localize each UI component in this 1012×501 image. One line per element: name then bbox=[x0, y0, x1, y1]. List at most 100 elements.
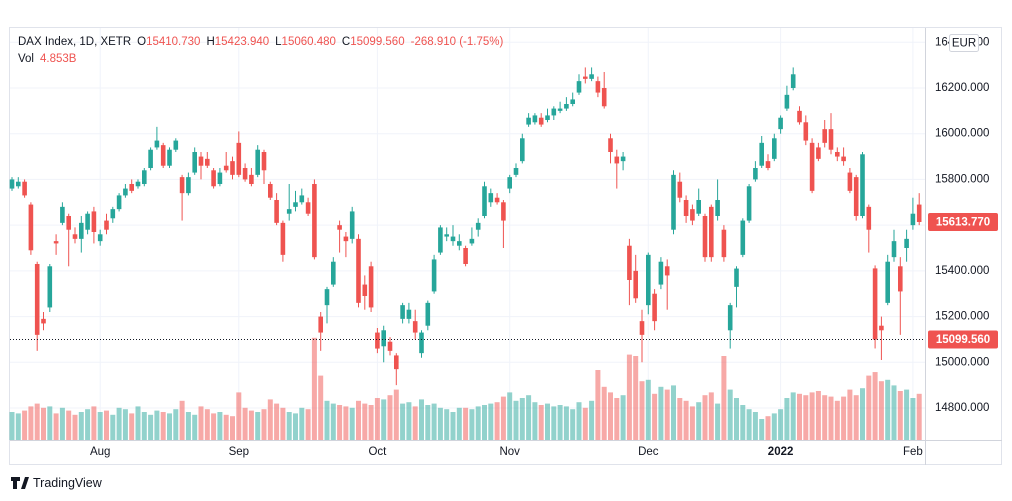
candle-body bbox=[646, 254, 651, 306]
candle-body bbox=[696, 200, 701, 214]
readout-value: 15410.730 bbox=[146, 36, 200, 48]
candle-body bbox=[154, 140, 160, 148]
volume-bar bbox=[557, 405, 563, 440]
volume-bar bbox=[185, 412, 191, 440]
candle-body bbox=[362, 284, 368, 296]
candle-body bbox=[551, 108, 557, 116]
candle-body bbox=[784, 94, 790, 109]
volume-bar bbox=[866, 375, 872, 440]
volume-bar bbox=[261, 409, 267, 440]
volume-bar bbox=[469, 409, 475, 440]
volume-bar bbox=[721, 356, 727, 440]
volume-bar bbox=[318, 375, 324, 440]
candle-body bbox=[576, 81, 582, 93]
candle-body bbox=[293, 202, 298, 207]
volume-bar bbox=[293, 413, 298, 440]
volume-pane bbox=[9, 337, 922, 440]
volume-bar bbox=[734, 398, 739, 440]
candle-body bbox=[324, 289, 330, 306]
candle-body bbox=[614, 156, 620, 164]
volume-bar bbox=[696, 402, 702, 440]
volume-bar bbox=[368, 405, 374, 440]
candle-body bbox=[463, 248, 468, 264]
candle-body bbox=[488, 193, 494, 203]
candle-body bbox=[879, 325, 884, 331]
volume-bar bbox=[311, 337, 317, 440]
volume-bar bbox=[620, 395, 626, 440]
symbol: DAX Index, 1D, XETR bbox=[18, 36, 131, 48]
candle-body bbox=[809, 142, 815, 191]
candle-body bbox=[356, 238, 361, 303]
volume-bar bbox=[104, 410, 109, 440]
candle-body bbox=[671, 174, 676, 230]
currency-label[interactable]: EUR bbox=[952, 38, 976, 50]
volume-bar bbox=[526, 395, 532, 440]
candle-body bbox=[633, 270, 638, 299]
volume-bar bbox=[406, 402, 412, 440]
candle-body bbox=[318, 316, 323, 333]
candle-body bbox=[450, 236, 456, 242]
volume-bar bbox=[198, 406, 204, 440]
x-tick-label: Aug bbox=[90, 446, 110, 458]
candle-body bbox=[406, 309, 412, 319]
volume-bar bbox=[494, 402, 500, 440]
volume-bar bbox=[160, 412, 166, 440]
footer-logo[interactable]: TradingView bbox=[11, 476, 103, 490]
currency-button[interactable]: EUR bbox=[949, 34, 979, 52]
candle-body bbox=[47, 266, 53, 308]
candle-body bbox=[828, 129, 834, 150]
volume-bar bbox=[47, 406, 53, 440]
volume-bar bbox=[645, 379, 651, 440]
candle-body bbox=[368, 266, 374, 308]
volume-bar bbox=[248, 410, 254, 440]
candle-body bbox=[753, 168, 758, 180]
volume-bar bbox=[72, 414, 78, 440]
volume-bar bbox=[463, 407, 469, 440]
volume-bar bbox=[545, 403, 550, 440]
volume-bar bbox=[860, 388, 865, 440]
candle-body bbox=[274, 200, 279, 223]
volume-bar bbox=[255, 412, 261, 440]
candle-body bbox=[198, 156, 204, 166]
volume-bar bbox=[267, 399, 273, 440]
candle-body bbox=[885, 261, 890, 303]
volume-bar bbox=[374, 398, 380, 440]
volume-bar bbox=[771, 413, 777, 440]
brand[interactable]: TradingView bbox=[33, 476, 103, 490]
y-tick-label: 15200.000 bbox=[935, 311, 989, 323]
logo-icon[interactable] bbox=[11, 477, 29, 489]
candle-body bbox=[230, 161, 235, 175]
candle-body bbox=[412, 321, 418, 333]
candle-body bbox=[841, 156, 846, 162]
volume-bar bbox=[639, 381, 645, 440]
candle-body bbox=[494, 197, 500, 203]
candle-body bbox=[255, 149, 260, 175]
volume-bar bbox=[740, 405, 746, 440]
candle-body bbox=[179, 177, 185, 194]
candle-body bbox=[658, 261, 664, 285]
candle-body bbox=[652, 293, 657, 322]
volume-bar bbox=[343, 406, 349, 440]
candle-body bbox=[431, 259, 437, 292]
candle-body bbox=[866, 206, 872, 230]
candle-body bbox=[97, 234, 103, 242]
volume-bar bbox=[154, 410, 160, 440]
volume-bar bbox=[500, 396, 506, 440]
candle-body bbox=[419, 332, 424, 354]
readout-value: 15060.480 bbox=[282, 36, 336, 48]
volume-bar bbox=[589, 400, 595, 440]
candle-body bbox=[123, 188, 128, 196]
price-tag-label: 15613.770 bbox=[936, 217, 990, 229]
volume-bar bbox=[847, 389, 853, 440]
volume-value: 4.853B bbox=[40, 53, 77, 65]
volume-bar bbox=[223, 414, 229, 440]
volume-bar bbox=[601, 386, 607, 440]
candle-body bbox=[482, 186, 487, 216]
volume-bar bbox=[916, 393, 922, 440]
volume-bar bbox=[633, 356, 639, 440]
currency-box[interactable] bbox=[949, 34, 979, 52]
x-tick-label: Sep bbox=[229, 446, 249, 458]
volume-bar bbox=[122, 409, 128, 440]
volume-bar bbox=[507, 392, 513, 440]
volume-bar bbox=[689, 406, 695, 440]
